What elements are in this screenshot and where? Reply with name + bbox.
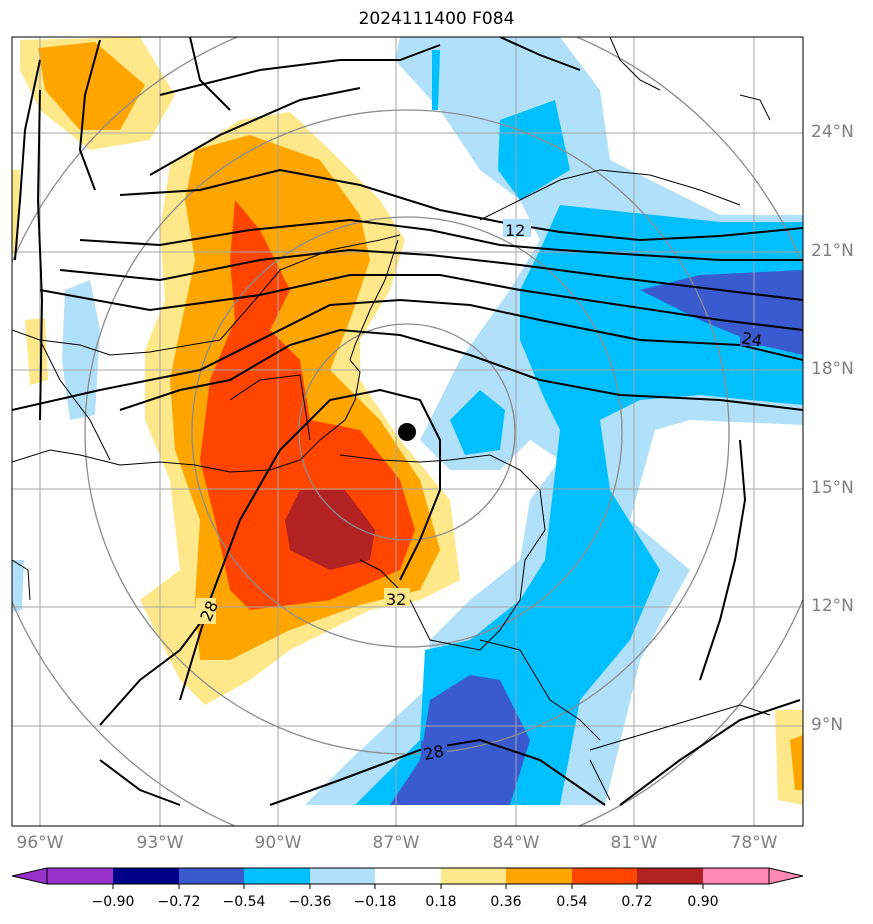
map-title: 2024111400 F084 xyxy=(358,9,515,29)
colorbar-min-extend xyxy=(11,867,48,885)
colorbar-segment xyxy=(244,868,310,884)
colorbar-segment xyxy=(310,868,375,884)
pos-mid-northwest xyxy=(38,42,145,130)
neg-mid-small-blob xyxy=(450,390,505,455)
colorbar-tick-label: 0.90 xyxy=(687,894,719,910)
colorbar-segment xyxy=(441,868,506,884)
storm-center-marker xyxy=(398,423,416,441)
neg-weak-far-west xyxy=(12,560,24,612)
colorbar-segment xyxy=(572,868,637,884)
colorbar-segment xyxy=(47,868,113,884)
colorbar-max-extend xyxy=(768,867,804,885)
lat-label: 18°N xyxy=(811,359,854,379)
colorbar-tick-label: −0.36 xyxy=(288,894,332,910)
lon-label: 81°W xyxy=(610,833,658,853)
colorbar-tick-label: 0.72 xyxy=(621,894,653,910)
lat-label: 9°N xyxy=(811,715,844,735)
colorbar-tick-label: 0.36 xyxy=(490,894,522,910)
colorbar-tick-label: −0.18 xyxy=(353,894,397,910)
contour-label: 24 xyxy=(740,328,763,350)
pos-weak-west-blob xyxy=(25,318,48,385)
lon-label: 90°W xyxy=(254,833,302,853)
colorbar-segment xyxy=(179,868,244,884)
map-plot-area: 12 24 28 32 28 xyxy=(12,37,803,826)
neg-weak-west-patch xyxy=(62,280,100,420)
contour-label-group: 12 24 28 32 28 xyxy=(196,219,766,764)
neg-mid-main xyxy=(355,205,803,805)
height-contours xyxy=(12,37,803,806)
colorbar-tick-label: −0.72 xyxy=(157,894,201,910)
lon-label: 84°W xyxy=(492,833,540,853)
colorbar-segment xyxy=(113,868,179,884)
colorbar-tick-label: 0.18 xyxy=(425,894,457,910)
lon-label: 87°W xyxy=(372,833,420,853)
contour-label: 12 xyxy=(505,221,525,240)
neg-mid-top-streak xyxy=(432,50,440,110)
coastlines xyxy=(12,37,771,801)
contour-label: 32 xyxy=(386,590,406,609)
contour-label: 28 xyxy=(422,741,446,764)
lat-label: 15°N xyxy=(811,478,854,498)
colorbar-tick-label: −0.54 xyxy=(222,894,266,910)
pos-max-main xyxy=(285,490,375,570)
lon-label: 93°W xyxy=(136,833,184,853)
pos-mid-southeast xyxy=(790,735,803,790)
lat-label: 12°N xyxy=(811,596,854,616)
plot-frame xyxy=(11,36,804,827)
lat-label: 21°N xyxy=(811,241,854,261)
colorbar xyxy=(11,867,804,889)
gridlines xyxy=(12,37,803,826)
lon-label: 78°W xyxy=(730,833,778,853)
colorbar-tick-label: −0.90 xyxy=(91,894,135,910)
neg-strong-south xyxy=(390,675,530,805)
colorbar-tick-label: 0.54 xyxy=(556,894,588,910)
colorbar-segment xyxy=(506,868,572,884)
pos-strong-main xyxy=(200,200,415,610)
colorbar-segment xyxy=(637,868,703,884)
colorbar-segment xyxy=(703,868,769,884)
lat-label: 24°N xyxy=(811,122,854,142)
lon-label: 96°W xyxy=(16,833,64,853)
colorbar-segment xyxy=(375,868,441,884)
